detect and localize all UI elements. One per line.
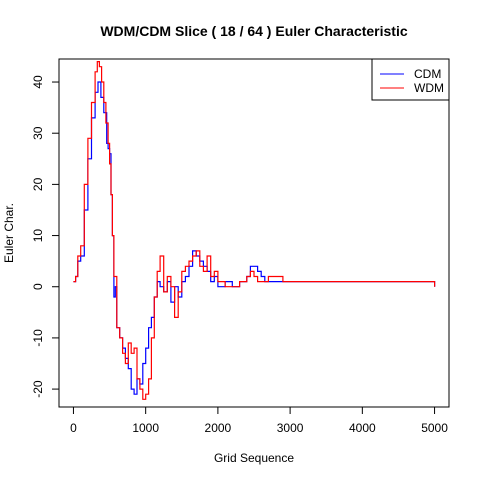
y-tick-label: 10 <box>31 229 45 243</box>
x-tick-label: 4000 <box>349 421 376 435</box>
chart-title: WDM/CDM Slice ( 18 / 64 ) Euler Characte… <box>100 23 408 39</box>
x-axis-label: Grid Sequence <box>214 451 294 465</box>
legend-label-wdm: WDM <box>414 81 444 95</box>
y-tick-label: -20 <box>31 380 45 398</box>
y-axis-label: Euler Char. <box>2 203 16 263</box>
x-tick-label: 3000 <box>277 421 304 435</box>
x-tick-label: 2000 <box>205 421 232 435</box>
x-axis: 0 1000 2000 3000 4000 5000 <box>70 406 448 435</box>
y-axis: -20 -10 0 10 20 30 40 <box>31 75 60 398</box>
y-tick-label: -10 <box>31 329 45 347</box>
plot-frame <box>58 58 450 408</box>
y-tick-label: 30 <box>31 126 45 140</box>
x-tick-label: 5000 <box>421 421 448 435</box>
legend-box <box>371 58 450 101</box>
x-tick-label: 1000 <box>132 421 159 435</box>
legend-label-cdm: CDM <box>414 67 441 81</box>
x-tick-label: 0 <box>70 421 77 435</box>
legend: CDM WDM <box>371 58 450 101</box>
y-tick-label: 20 <box>31 177 45 191</box>
y-tick-label: 0 <box>31 283 45 290</box>
plot-lines <box>73 61 436 400</box>
y-tick-label: 40 <box>31 75 45 89</box>
series-line-cdm <box>73 81 436 395</box>
series-line-wdm <box>73 61 436 400</box>
